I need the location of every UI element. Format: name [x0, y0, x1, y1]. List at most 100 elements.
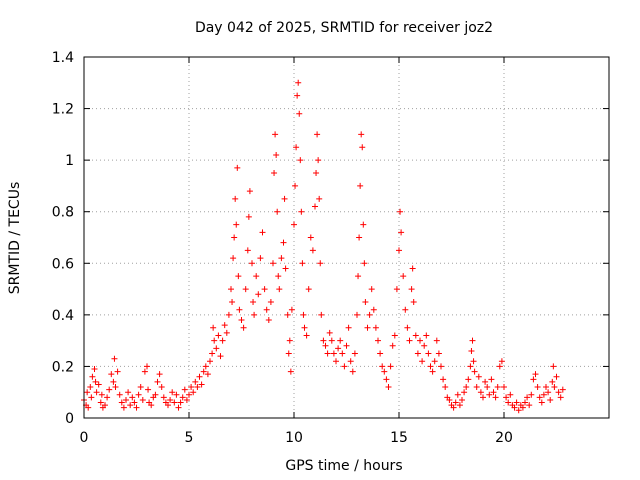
data-point	[272, 131, 279, 138]
data-point	[114, 368, 121, 375]
data-point	[318, 311, 325, 318]
data-point	[200, 368, 207, 375]
data-points	[81, 79, 566, 414]
data-point	[404, 324, 411, 331]
data-point	[507, 391, 514, 398]
data-point	[526, 402, 533, 409]
data-point	[446, 396, 453, 403]
data-point	[282, 265, 289, 272]
data-point	[160, 394, 167, 401]
data-point	[139, 396, 146, 403]
data-point	[278, 255, 285, 262]
x-tick-label: 5	[185, 430, 194, 446]
data-point	[328, 337, 335, 344]
data-point	[288, 306, 295, 313]
data-point	[372, 324, 379, 331]
grid	[84, 57, 609, 418]
data-point	[494, 384, 501, 391]
data-point	[423, 332, 430, 339]
data-point	[108, 371, 115, 378]
data-point	[307, 234, 314, 241]
data-point	[440, 376, 447, 383]
data-point	[320, 337, 327, 344]
data-point	[116, 391, 123, 398]
data-point	[169, 389, 176, 396]
data-point	[553, 373, 560, 380]
data-point	[316, 195, 323, 202]
chart-title: Day 042 of 2025, SRMTID for receiver joz…	[195, 20, 493, 36]
data-point	[364, 324, 371, 331]
data-point	[360, 221, 367, 228]
y-tick-label: 0.4	[52, 308, 74, 324]
data-point	[192, 378, 199, 385]
data-point	[522, 399, 528, 406]
data-point	[125, 389, 132, 396]
data-point	[477, 389, 484, 396]
data-point	[265, 317, 272, 324]
data-point	[505, 399, 512, 406]
data-point	[549, 378, 556, 385]
data-point	[557, 394, 564, 401]
data-point	[409, 265, 416, 272]
data-point	[412, 332, 419, 339]
data-point	[215, 332, 222, 339]
x-tick-label: 20	[495, 430, 513, 446]
data-point	[339, 350, 346, 357]
plot-frame	[83, 56, 610, 419]
data-point	[259, 229, 266, 236]
data-point	[450, 404, 457, 411]
data-point	[463, 384, 470, 391]
data-point	[470, 358, 477, 365]
y-tick-label: 1.4	[52, 50, 74, 66]
data-point	[148, 402, 155, 409]
data-point	[555, 389, 562, 396]
data-point	[528, 391, 535, 398]
data-point	[219, 337, 226, 344]
y-tick-label: 0	[65, 411, 74, 427]
data-point	[524, 394, 531, 401]
data-point	[286, 337, 293, 344]
data-point	[461, 389, 468, 396]
data-point	[429, 368, 436, 375]
data-point	[271, 170, 278, 177]
data-point	[111, 355, 118, 362]
data-point	[210, 324, 217, 331]
data-point	[235, 273, 242, 280]
data-point	[406, 337, 413, 344]
data-point	[120, 404, 127, 411]
data-point	[536, 394, 543, 401]
data-point	[85, 404, 92, 411]
data-point	[324, 350, 331, 357]
data-point	[179, 394, 186, 401]
data-point	[501, 384, 507, 391]
data-point	[484, 384, 491, 391]
data-point	[297, 157, 304, 164]
data-point	[322, 342, 329, 349]
data-point	[511, 404, 518, 411]
data-point	[354, 311, 360, 318]
data-point	[408, 286, 415, 293]
data-point	[250, 298, 257, 305]
data-point	[468, 347, 475, 354]
data-point	[230, 255, 237, 262]
data-point	[414, 350, 421, 357]
y-tick-label: 0.8	[52, 205, 74, 221]
y-tick-label: 0.6	[52, 256, 74, 272]
data-point	[236, 306, 243, 313]
y-tick-label: 0.2	[52, 359, 74, 375]
data-point	[295, 79, 302, 86]
data-point	[452, 399, 459, 406]
data-point	[433, 337, 440, 344]
data-point	[435, 350, 442, 357]
data-point	[333, 358, 339, 365]
data-point	[469, 337, 476, 344]
data-point	[188, 384, 195, 391]
data-point	[421, 342, 428, 349]
data-point	[359, 144, 366, 151]
axis-ticks: 0 0.2 0.4 0.6 0.8 1 1.2 1.4 0 5 10 15 20	[52, 50, 609, 446]
data-point	[167, 396, 174, 403]
data-point	[129, 394, 136, 401]
data-point	[88, 394, 95, 401]
data-point	[253, 273, 260, 280]
